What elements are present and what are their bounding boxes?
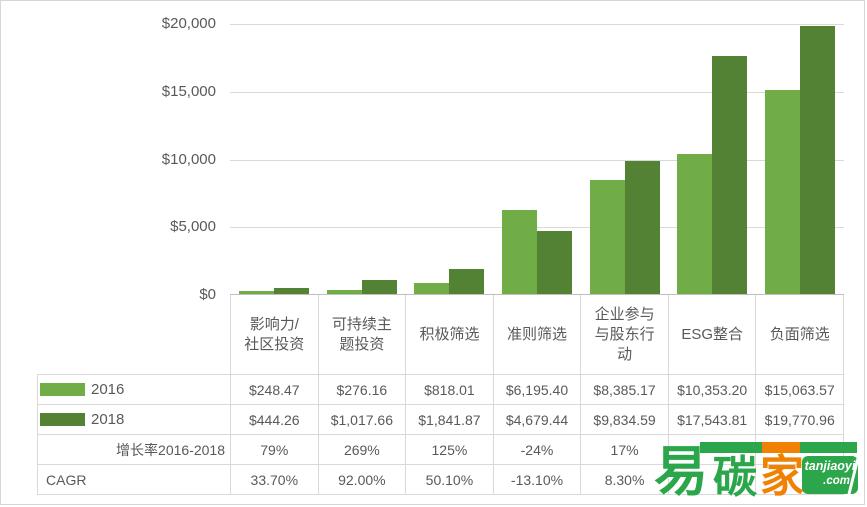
logo-char-jia: 家	[760, 452, 804, 501]
table-cell: $19,770.96	[756, 405, 844, 435]
bar-2018	[712, 56, 748, 294]
legend-row-2018: 2018	[38, 405, 231, 435]
table-cell: $818.01	[406, 375, 494, 405]
logo-char-tan: 碳	[713, 453, 757, 502]
y-tick-label: $10,000	[161, 150, 216, 168]
table-cell: 92.00%	[318, 465, 407, 495]
table-cell: $10,353.20	[668, 375, 757, 405]
bar-2018	[537, 230, 573, 294]
bar-2016	[414, 282, 450, 294]
category-label: 负面筛选	[756, 295, 845, 375]
data-table: 2016 $248.47 $276.16 $818.01 $6,195.40 $…	[37, 374, 844, 495]
category-label: 可持续主 题投资	[319, 295, 407, 375]
bar-group-impact-community	[230, 24, 318, 294]
table-cell: 50.10%	[406, 465, 494, 495]
y-tick-label: $5,000	[170, 218, 216, 236]
bar-group-esg-integration	[669, 24, 757, 294]
bar-2016	[326, 290, 362, 294]
table-cell	[668, 465, 757, 495]
bar-2016	[677, 153, 713, 294]
watermark-logo: 易 碳 家 tanjiaoyi .com	[654, 439, 864, 504]
bar-2016	[589, 180, 625, 294]
bar-group-sustainability-themed	[318, 24, 406, 294]
bar-group-corporate-engagement	[581, 24, 669, 294]
category-label: 准则筛选	[494, 295, 582, 375]
legend-row-2016: 2016	[38, 375, 231, 405]
bar-2018	[800, 26, 836, 294]
table-cell: 269%	[318, 435, 407, 465]
bar-2016	[502, 210, 538, 294]
category-label: 企业参与 与股东行 动	[581, 295, 669, 375]
y-tick-label: $20,000	[161, 15, 216, 32]
bar-2016	[238, 290, 274, 294]
table-cell: 8.30%	[581, 465, 669, 495]
logo-bar-green-right	[800, 442, 857, 453]
table-cell: $276.16	[318, 375, 407, 405]
logo-bar-orange	[762, 442, 800, 453]
bar-2018	[449, 269, 485, 294]
table-cell: $248.47	[231, 375, 319, 405]
table-cell: 17%	[581, 435, 669, 465]
table-cell: $444.26	[231, 405, 319, 435]
y-tick-label: $15,000	[161, 82, 216, 100]
gridline	[230, 24, 844, 25]
series-label: 2018	[91, 411, 125, 428]
bar-group-norms-screening	[493, 24, 581, 294]
table-cell: $17,543.81	[668, 405, 757, 435]
logo-domain-line2: .com	[823, 475, 850, 487]
table-cell: $6,195.40	[493, 375, 582, 405]
legend-swatch-2018	[40, 413, 85, 426]
table-cell: 125%	[406, 435, 494, 465]
bar-2016	[765, 89, 801, 294]
bar-2018	[361, 280, 397, 294]
table-cell: -13.10%	[493, 465, 582, 495]
plot-area	[230, 24, 844, 295]
table-cell: $15,063.57	[756, 375, 844, 405]
logo-domain-box: tanjiaoyi .com	[802, 456, 858, 494]
gridline	[230, 91, 844, 93]
bar-2018	[624, 160, 660, 294]
table-cell: $1,017.66	[318, 405, 407, 435]
table-cell: $4,679.44	[493, 405, 582, 435]
gridline	[230, 159, 844, 161]
legend-swatch-2016	[40, 383, 85, 396]
category-label: 影响力/ 社区投资	[230, 295, 319, 375]
series-label: 2016	[91, 381, 125, 398]
table-cell: $8,385.17	[581, 375, 669, 405]
logo-bar-green-left	[700, 442, 762, 453]
category-label: 积极筛选	[406, 295, 494, 375]
logo-domain-line1: tanjiaoyi	[804, 459, 856, 473]
bars	[230, 24, 844, 294]
y-tick-label: $0	[199, 286, 216, 303]
cagr-row-label: CAGR	[38, 465, 231, 495]
category-label: ESG整合	[669, 295, 757, 375]
table-cell: $9,834.59	[581, 405, 669, 435]
table-cell: $1,841.87	[406, 405, 494, 435]
bar-group-negative-screening	[756, 24, 844, 294]
table-cell: -24%	[493, 435, 582, 465]
bar-2018	[273, 288, 309, 294]
bar-group-positive-screening	[405, 24, 493, 294]
logo-char-yi: 易	[654, 442, 708, 502]
table-cell: 33.70%	[231, 465, 319, 495]
x-axis-category-labels: 影响力/ 社区投资 可持续主 题投资 积极筛选 准则筛选 企业参与 与股东行 动…	[230, 295, 845, 375]
growth-rate-row-label: 增长率2016-2018	[38, 435, 231, 465]
table-cell: 79%	[231, 435, 319, 465]
